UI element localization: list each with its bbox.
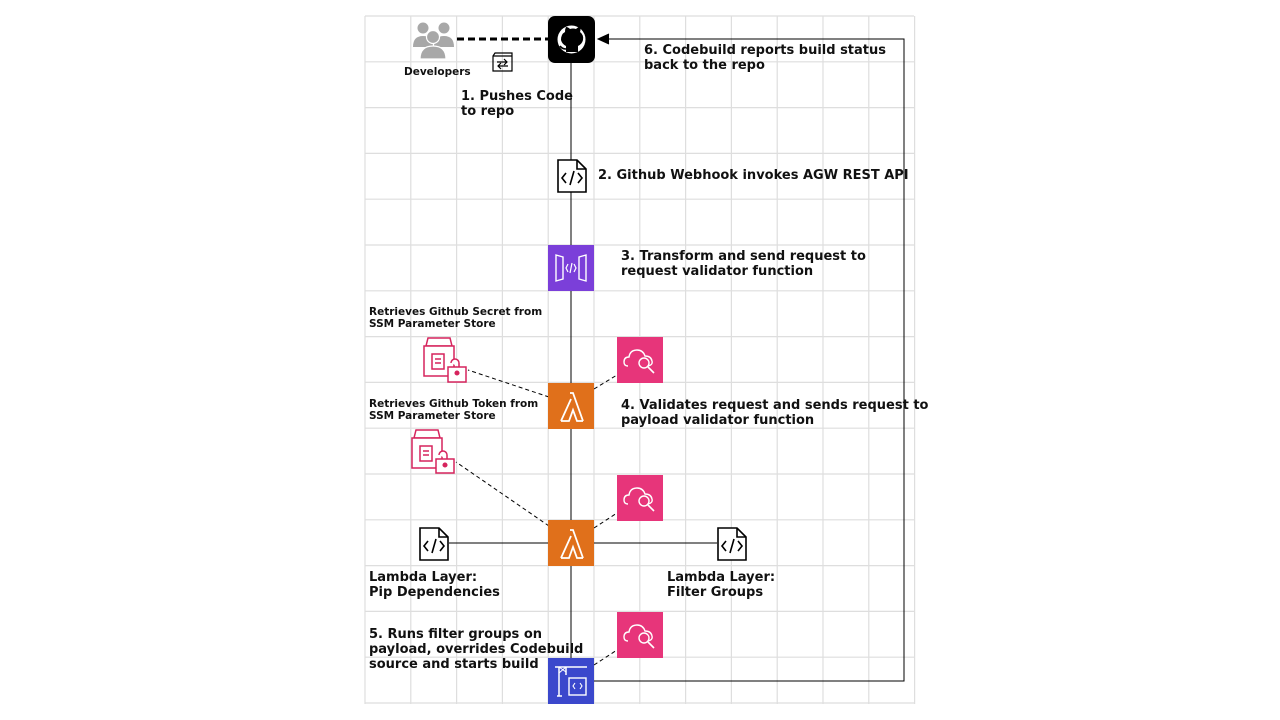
lambda2-to-cloudwatch-link [593, 512, 618, 529]
ssm-token-label: Retrieves Github Token from SSM Paramete… [369, 398, 539, 422]
developers-label: Developers [404, 66, 471, 78]
lambda-icon[interactable] [548, 520, 594, 566]
github-icon[interactable] [548, 16, 595, 63]
code-document-icon [419, 527, 449, 561]
lambda1-to-ssm-secret-link [467, 369, 550, 398]
ssm-parameter-store-icon [423, 337, 467, 383]
step-5-label: 5. Runs filter groups on payload, overri… [369, 627, 584, 672]
users-icon [413, 22, 454, 60]
cloudwatch-logs-icon[interactable] [617, 475, 663, 521]
ssm-secret-label: Retrieves Github Secret from SSM Paramet… [369, 306, 543, 330]
cloudwatch-logs-icon[interactable] [617, 612, 663, 658]
codebuild-icon[interactable] [548, 658, 594, 704]
layer-pip-label: Lambda Layer: Pip Dependencies [369, 570, 500, 600]
step-1-label: 1. Pushes Code to repo [461, 89, 573, 119]
git-commit-icon [492, 52, 513, 72]
codebuild-status-return-line [594, 38, 905, 682]
cloudwatch-logs-icon[interactable] [617, 337, 663, 383]
step-3-label: 3. Transform and send request to request… [621, 249, 866, 279]
api-gateway-icon[interactable] [548, 245, 594, 291]
step-6-label: 6. Codebuild reports build status back t… [644, 43, 886, 73]
code-document-icon [717, 527, 747, 561]
lambda2-to-ssm-token-link [455, 461, 550, 527]
ssm-parameter-store-icon [411, 429, 455, 474]
codebuild-to-cloudwatch-link [593, 649, 618, 666]
code-document-icon [557, 159, 587, 193]
lambda-icon[interactable] [548, 383, 594, 429]
return-arrowhead [596, 33, 610, 45]
layer-filter-label: Lambda Layer: Filter Groups [667, 570, 776, 600]
lambda1-to-cloudwatch-link [593, 374, 618, 390]
step-2-label: 2. Github Webhook invokes AGW REST API [598, 168, 909, 183]
step-4-label: 4. Validates request and sends request t… [621, 398, 929, 428]
